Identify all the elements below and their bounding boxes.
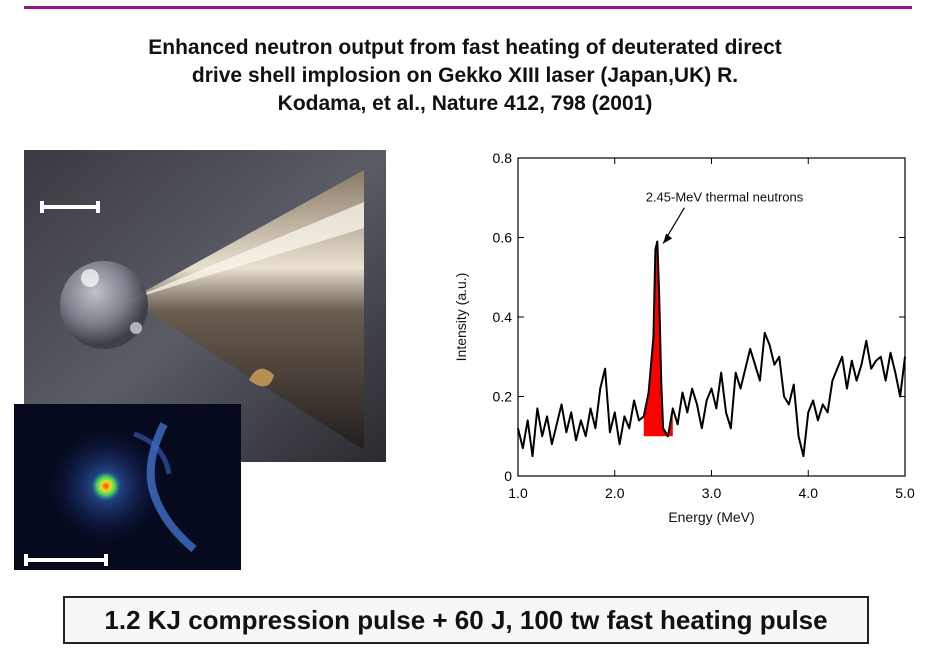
x-tick-label: 2.0 <box>605 485 625 501</box>
inset-scale-bar <box>26 558 106 562</box>
slide-title: Enhanced neutron output from fast heatin… <box>40 34 890 118</box>
peak-highlight-area <box>643 241 673 437</box>
caption-box: 1.2 KJ compression pulse + 60 J, 100 tw … <box>63 596 869 644</box>
accent-rule <box>24 6 912 9</box>
title-line-3: Kodama, et al., Nature 412, 798 (2001) <box>277 92 653 115</box>
y-tick-label: 0.2 <box>493 389 513 405</box>
neutron-spectrum-chart: 1.0 2.0 3.0 4.0 5.0 0 0.2 0.4 0.6 0.8 Energy (MeV… <box>428 140 918 545</box>
caption-text: 1.2 KJ compression pulse + 60 J, 100 tw … <box>104 604 828 635</box>
annotation-arrowhead <box>663 233 673 244</box>
x-axis-label: Energy (MeV) <box>668 509 754 525</box>
title-line-2: drive shell implosion on Gekko XIII lase… <box>191 64 739 87</box>
y-tick-label: 0.8 <box>493 150 513 166</box>
xray-emission-image <box>14 404 241 570</box>
xray-image-inset <box>14 404 241 570</box>
scale-bar <box>42 205 98 209</box>
y-tick-label: 0 <box>504 468 512 484</box>
x-tick-label: 3.0 <box>702 485 722 501</box>
x-tick-label: 4.0 <box>799 485 819 501</box>
spectrum-line <box>517 240 906 458</box>
peak-annotation: 2.45-MeV thermal neutrons <box>646 190 804 205</box>
x-tick-label: 5.0 <box>895 485 915 501</box>
plot-frame <box>517 157 906 477</box>
y-axis-label: Intensity (a.u.) <box>453 273 469 362</box>
y-tick-label: 0.6 <box>493 230 513 246</box>
y-tick-label: 0.4 <box>493 309 513 325</box>
title-line-1: Enhanced neutron output from fast heatin… <box>148 36 782 59</box>
x-tick-label: 1.0 <box>508 485 528 501</box>
chart-svg: 1.0 2.0 3.0 4.0 5.0 0 0.2 0.4 0.6 0.8 Energy (MeV… <box>453 150 915 525</box>
